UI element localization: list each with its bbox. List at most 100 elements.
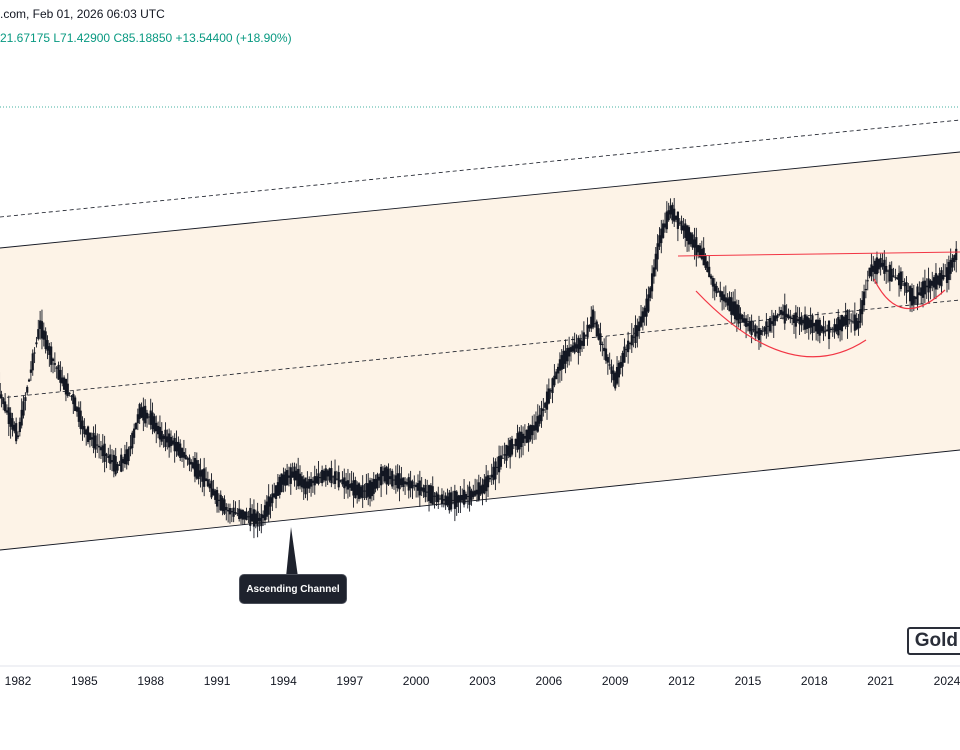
candle-body bbox=[308, 478, 311, 489]
candle-body bbox=[726, 298, 729, 306]
candle-body bbox=[523, 435, 526, 439]
candle-body bbox=[74, 397, 77, 412]
candle-body bbox=[697, 245, 700, 253]
candle-body bbox=[654, 253, 657, 270]
candle-body bbox=[715, 285, 718, 294]
candle-body bbox=[77, 407, 80, 422]
candle-body bbox=[472, 491, 475, 498]
candle-body bbox=[357, 483, 361, 499]
candle-body bbox=[94, 435, 97, 450]
channel-lower-line bbox=[0, 449, 960, 551]
candle-body bbox=[427, 485, 431, 502]
candle-body bbox=[85, 429, 88, 435]
candle-body bbox=[837, 317, 840, 336]
candle-body bbox=[215, 490, 219, 507]
candle-body bbox=[396, 473, 399, 489]
candle-body bbox=[820, 326, 823, 332]
candle-body bbox=[802, 319, 805, 324]
candle-body bbox=[682, 225, 685, 231]
candle-body bbox=[724, 297, 727, 303]
candle-body bbox=[623, 346, 626, 363]
candle-body bbox=[909, 286, 912, 302]
candle-body bbox=[555, 371, 558, 380]
candle-body bbox=[446, 496, 449, 506]
candle-body bbox=[938, 273, 941, 286]
candle-body bbox=[840, 315, 844, 332]
candle-body bbox=[645, 298, 648, 317]
candle-body bbox=[787, 314, 790, 319]
candle-body bbox=[33, 352, 36, 354]
candle-body bbox=[879, 257, 882, 268]
candle-body bbox=[868, 267, 871, 277]
candle-body bbox=[462, 489, 466, 505]
candle-body bbox=[542, 409, 545, 411]
x-tick-label: 2024 bbox=[934, 674, 960, 688]
candle-body bbox=[481, 484, 484, 494]
candle-body bbox=[271, 493, 274, 504]
candle-body bbox=[894, 277, 897, 279]
candle-body bbox=[208, 483, 211, 489]
candle-body bbox=[656, 243, 659, 260]
candle-body bbox=[171, 440, 174, 445]
candle-body bbox=[350, 483, 353, 491]
candle-body bbox=[566, 348, 569, 362]
candle-body bbox=[477, 482, 480, 500]
candle-body bbox=[75, 407, 79, 412]
candle-body bbox=[663, 223, 667, 228]
candle-body bbox=[531, 425, 534, 436]
candle-body bbox=[453, 490, 456, 509]
candle-body bbox=[9, 412, 12, 427]
x-tick-label: 2015 bbox=[735, 674, 762, 688]
candle-body bbox=[368, 480, 372, 499]
candle-body bbox=[260, 513, 263, 527]
candle-body bbox=[134, 422, 138, 430]
candle-body bbox=[468, 486, 471, 505]
candle-body bbox=[35, 342, 38, 345]
candle-body bbox=[99, 447, 103, 451]
candle-body bbox=[955, 248, 958, 261]
candle-body bbox=[509, 440, 512, 458]
candle-body bbox=[932, 277, 936, 288]
candle-body bbox=[450, 492, 453, 510]
candle-body bbox=[835, 324, 838, 332]
candle-body bbox=[166, 436, 169, 443]
candle-body bbox=[772, 315, 775, 326]
candle-body bbox=[551, 378, 554, 394]
candle-body bbox=[429, 485, 432, 503]
candle-body bbox=[829, 328, 832, 330]
candle-body bbox=[131, 432, 134, 449]
candle-body bbox=[606, 357, 609, 363]
candle-body bbox=[490, 474, 493, 478]
candle-body bbox=[888, 264, 891, 282]
x-tick-label: 2000 bbox=[403, 674, 430, 688]
candle-body bbox=[700, 248, 703, 259]
candle-body bbox=[571, 345, 574, 352]
candle-body bbox=[22, 401, 25, 416]
candle-body bbox=[53, 363, 56, 365]
candle-body bbox=[737, 305, 740, 324]
candle-body bbox=[759, 329, 762, 335]
candle-body bbox=[55, 367, 58, 369]
candle-body bbox=[66, 383, 69, 396]
candle-body bbox=[507, 445, 510, 456]
candle-body bbox=[0, 382, 1, 399]
candle-body bbox=[156, 425, 160, 435]
candle-body bbox=[232, 507, 235, 517]
candle-body bbox=[416, 483, 420, 491]
candle-body bbox=[674, 215, 678, 220]
candle-body bbox=[123, 454, 127, 465]
candle-body bbox=[51, 358, 55, 361]
candle-body bbox=[639, 316, 643, 327]
candle-body bbox=[442, 499, 445, 501]
candle-body bbox=[599, 333, 602, 345]
candle-body bbox=[212, 488, 215, 496]
candle-body bbox=[684, 223, 687, 238]
candle-body bbox=[326, 470, 329, 477]
candle-body bbox=[486, 475, 490, 488]
candle-body bbox=[193, 458, 197, 477]
candle-body bbox=[951, 257, 954, 268]
candle-body bbox=[708, 266, 711, 278]
candle-body bbox=[160, 430, 163, 442]
candle-body bbox=[298, 473, 302, 486]
